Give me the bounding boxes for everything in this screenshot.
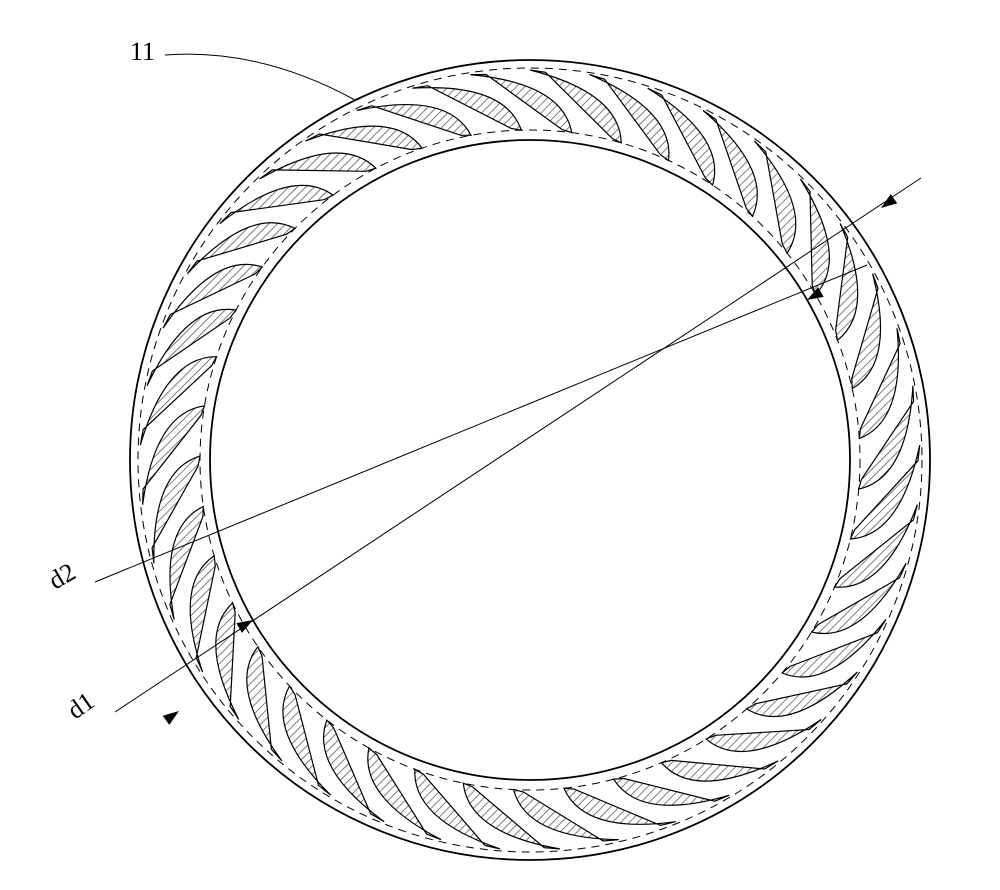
callout-11-label: 11 (130, 37, 155, 66)
